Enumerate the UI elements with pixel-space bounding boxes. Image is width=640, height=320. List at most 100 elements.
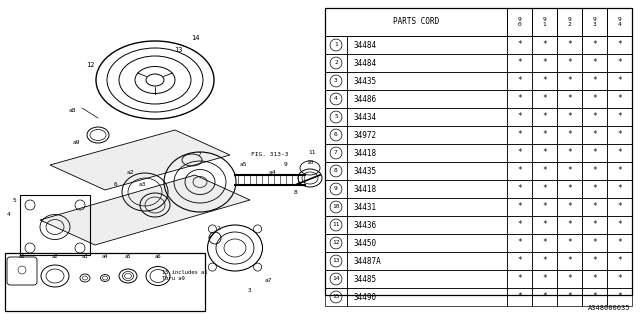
Text: *: *	[567, 59, 572, 68]
Bar	[557, 252, 582, 270]
Text: *: *	[592, 166, 597, 175]
Bar	[532, 162, 557, 180]
Polygon shape	[50, 130, 230, 190]
Bar	[347, 54, 507, 72]
Text: *: *	[517, 76, 522, 85]
Text: *: *	[592, 220, 597, 229]
Text: *: *	[617, 131, 622, 140]
Bar	[532, 90, 557, 108]
Text: *: *	[592, 94, 597, 103]
Bar	[325, 198, 347, 216]
Bar	[557, 36, 582, 54]
Bar	[582, 162, 607, 180]
Text: 13: 13	[173, 47, 182, 53]
Bar	[607, 36, 632, 54]
Bar	[582, 126, 607, 144]
Text: 7: 7	[334, 150, 338, 156]
Bar	[347, 288, 507, 306]
Text: 34485: 34485	[353, 275, 376, 284]
Bar	[582, 54, 607, 72]
Bar	[5, 253, 205, 311]
Bar	[532, 216, 557, 234]
Text: a2: a2	[126, 170, 134, 174]
Bar	[607, 8, 632, 36]
Bar	[607, 90, 632, 108]
Bar	[20, 195, 90, 255]
Bar	[582, 90, 607, 108]
Text: 6: 6	[334, 132, 338, 138]
Text: *: *	[592, 41, 597, 50]
Text: 14: 14	[332, 276, 340, 282]
Bar	[607, 126, 632, 144]
Text: 12: 12	[332, 241, 340, 245]
Text: *: *	[617, 94, 622, 103]
Text: *: *	[542, 76, 547, 85]
Polygon shape	[40, 175, 250, 245]
Bar	[325, 234, 347, 252]
Text: *: *	[542, 257, 547, 266]
Bar	[557, 126, 582, 144]
Text: a5: a5	[125, 254, 131, 260]
Text: *: *	[617, 185, 622, 194]
Text: 34487A: 34487A	[353, 257, 381, 266]
Bar	[347, 234, 507, 252]
Text: *: *	[617, 148, 622, 157]
Text: 34486: 34486	[353, 94, 376, 103]
Text: *: *	[542, 166, 547, 175]
Bar	[557, 288, 582, 306]
Bar	[507, 198, 532, 216]
Bar	[325, 144, 347, 162]
Bar	[325, 216, 347, 234]
Bar	[347, 180, 507, 198]
Text: *: *	[617, 238, 622, 247]
Text: a4: a4	[268, 171, 276, 175]
Text: *: *	[592, 113, 597, 122]
Bar	[607, 72, 632, 90]
Bar	[607, 162, 632, 180]
Text: *: *	[592, 238, 597, 247]
Bar	[582, 198, 607, 216]
Bar	[347, 144, 507, 162]
Text: *: *	[567, 113, 572, 122]
Text: *: *	[517, 275, 522, 284]
Text: 3: 3	[334, 78, 338, 84]
Text: 15 includes a1
Thru a9: 15 includes a1 Thru a9	[162, 270, 207, 281]
Bar	[557, 72, 582, 90]
Bar	[582, 72, 607, 90]
Bar	[507, 54, 532, 72]
Bar	[507, 162, 532, 180]
Bar	[507, 36, 532, 54]
Bar	[507, 234, 532, 252]
Text: *: *	[592, 257, 597, 266]
Text: *: *	[517, 148, 522, 157]
Text: *: *	[617, 275, 622, 284]
Bar	[607, 216, 632, 234]
Bar	[507, 126, 532, 144]
Text: 5: 5	[12, 197, 16, 203]
Bar	[557, 198, 582, 216]
Text: *: *	[517, 113, 522, 122]
Text: *: *	[592, 275, 597, 284]
Text: 8: 8	[334, 169, 338, 173]
Text: *: *	[567, 292, 572, 301]
Text: *: *	[542, 94, 547, 103]
Bar	[347, 108, 507, 126]
Text: *: *	[517, 292, 522, 301]
Text: 4: 4	[334, 97, 338, 101]
Text: 12: 12	[86, 62, 94, 68]
Text: a1: a1	[19, 254, 25, 260]
Bar	[347, 36, 507, 54]
Text: *: *	[567, 166, 572, 175]
Text: *: *	[542, 292, 547, 301]
Text: *: *	[617, 41, 622, 50]
Text: *: *	[617, 220, 622, 229]
Text: *: *	[567, 94, 572, 103]
Bar	[607, 270, 632, 288]
Bar	[582, 36, 607, 54]
Text: 1: 1	[334, 43, 338, 47]
Bar	[532, 36, 557, 54]
Text: A348000035: A348000035	[588, 305, 630, 311]
Bar	[507, 180, 532, 198]
Text: *: *	[567, 203, 572, 212]
Bar	[347, 162, 507, 180]
